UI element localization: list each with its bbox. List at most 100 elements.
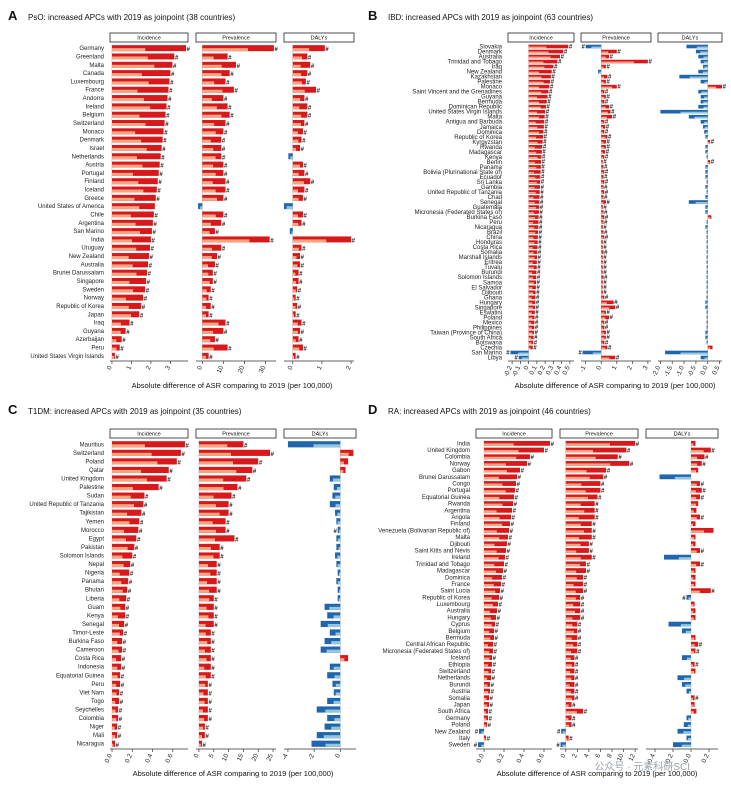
significance-mark: # — [538, 245, 542, 251]
x-tick-label: 0.1 — [529, 365, 539, 376]
country-label: Azerbaijan — [76, 337, 104, 343]
x-tick-label: 12 — [628, 753, 638, 763]
bar-segment — [484, 697, 487, 701]
bar — [292, 352, 296, 359]
bar-segment — [565, 650, 571, 654]
x-tick-label: 15 — [236, 753, 246, 763]
bar-segment — [484, 450, 519, 453]
bar-segment — [691, 664, 694, 667]
bar-segment — [706, 342, 708, 345]
significance-mark: # — [305, 189, 309, 195]
significance-mark: # — [224, 197, 228, 203]
significance-mark: # — [296, 313, 300, 319]
bar — [329, 663, 341, 670]
bar — [484, 675, 491, 681]
bar-segment — [601, 332, 604, 335]
country-label: Slovakia — [479, 45, 502, 51]
significance-mark: # — [211, 305, 215, 311]
country-label: Malta — [455, 535, 470, 541]
country-label: United Kingdom — [427, 448, 470, 454]
bar-segment — [112, 461, 158, 465]
bar — [202, 53, 228, 60]
country-label: Kenya — [485, 155, 503, 161]
country-label: India — [457, 441, 471, 447]
significance-mark: # — [711, 448, 715, 454]
significance-mark: # — [544, 135, 548, 141]
bar-segment — [335, 683, 341, 687]
significance-mark: # — [603, 260, 607, 266]
significance-mark: # — [146, 288, 150, 294]
bar — [289, 228, 293, 235]
bar-segment — [292, 239, 327, 243]
significance-mark: # — [154, 222, 158, 228]
country-label: Colombia — [79, 716, 105, 722]
bar-segment — [691, 711, 694, 714]
bar-segment — [198, 700, 205, 705]
significance-mark: # — [581, 602, 585, 608]
significance-mark: # — [235, 537, 239, 543]
significance-mark: # — [205, 726, 209, 732]
bar-segment — [528, 302, 533, 305]
bar-segment — [202, 81, 215, 85]
bar-segment — [202, 139, 211, 143]
country-label: Nicaragua — [475, 225, 503, 231]
bar-segment — [565, 577, 577, 580]
bar — [705, 300, 708, 305]
bar-segment — [292, 106, 300, 110]
bar-segment — [528, 317, 533, 320]
country-label: Nigeria — [85, 571, 105, 577]
bar-segment — [528, 166, 537, 169]
bar-segment — [601, 131, 604, 134]
bar-segment — [198, 555, 214, 559]
x-tick-label: 0.6 — [536, 753, 546, 764]
facet-strip-label: Incidence — [502, 431, 526, 437]
bar-segment — [111, 156, 137, 160]
bar-segment — [112, 606, 121, 610]
bar-segment — [340, 461, 344, 465]
bar-segment — [694, 116, 708, 119]
bar — [528, 89, 549, 94]
x-tick-label: 0 — [523, 365, 531, 372]
bar — [528, 69, 552, 74]
bar-segment — [601, 106, 606, 109]
facet-prevalence: Prevalence##############################… — [578, 32, 652, 373]
bar-segment — [484, 704, 488, 707]
country-label: Equatorial Guinea — [56, 673, 105, 679]
bar-segment — [202, 98, 212, 102]
bar-segment — [599, 71, 602, 74]
bar-segment — [202, 197, 218, 201]
country-label: Denmark — [478, 50, 503, 56]
bar-segment — [707, 297, 708, 300]
significance-mark: # — [584, 589, 588, 595]
bar — [706, 310, 708, 315]
bar-segment — [112, 564, 124, 568]
bar — [528, 59, 558, 64]
bar — [565, 581, 584, 587]
country-label: Poland — [483, 315, 502, 321]
bar-segment — [565, 610, 575, 614]
bar-segment — [601, 121, 604, 124]
significance-mark: # — [306, 80, 310, 86]
significance-mark: # — [226, 180, 230, 186]
bar-segment — [706, 302, 708, 305]
bar-segment — [707, 282, 708, 285]
significance-mark: # — [214, 606, 218, 612]
bar-segment — [565, 476, 590, 480]
bar-segment — [292, 355, 295, 359]
bar-segment — [292, 197, 299, 201]
significance-mark: # — [578, 623, 582, 629]
bar-segment — [111, 322, 121, 326]
significance-mark: # — [226, 529, 230, 535]
bar — [112, 509, 142, 516]
bar-segment — [202, 330, 214, 334]
country-label: New Zealand — [435, 729, 470, 735]
significance-mark: # — [126, 606, 130, 612]
country-label: Switzerland — [73, 451, 104, 457]
bar — [582, 350, 602, 355]
x-tick-label: 20 — [251, 753, 261, 763]
facet-strip — [475, 428, 553, 439]
bar — [705, 175, 708, 179]
bar-segment — [686, 657, 691, 661]
bar-segment — [528, 322, 532, 325]
bar-segment — [528, 116, 539, 119]
